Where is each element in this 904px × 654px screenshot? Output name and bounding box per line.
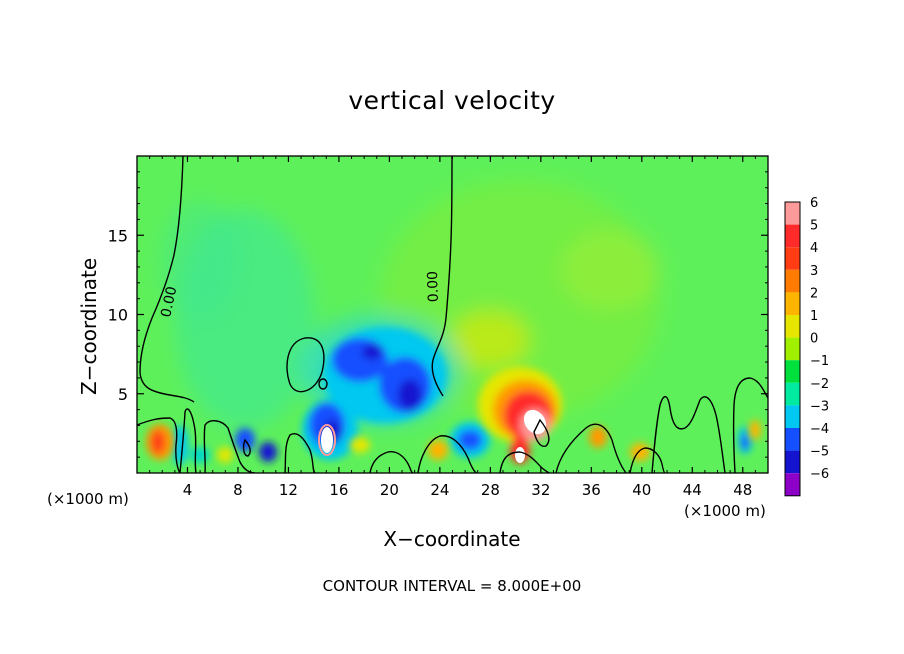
updraft-yellow [350, 437, 370, 453]
x-tick-label: 16 [329, 481, 348, 499]
colorbar-label: 2 [810, 286, 818, 301]
colorbar-label: 4 [810, 241, 818, 256]
colorbar-swatch [785, 269, 800, 293]
colorbar: 6 5 4 3 2 1 0 −1 −2 −3 −4 −5 −6 [784, 196, 829, 497]
downdraft-cyan [190, 447, 210, 463]
downdraft-blue [741, 434, 749, 450]
colorbar-frame [784, 201, 801, 497]
contour-line [417, 435, 477, 473]
contour-line [499, 451, 551, 473]
updraft-yellow [630, 443, 650, 461]
colorbar-swatch [785, 224, 800, 248]
weak-downdraft-region [160, 200, 240, 320]
contour-line [203, 420, 256, 473]
updraft-yellow [428, 440, 448, 460]
colorbar-swatch [785, 382, 800, 406]
colorbar-swatch [785, 247, 800, 270]
contour-line [651, 396, 726, 473]
colorbar-label: −5 [810, 445, 829, 460]
updraft-maximum [523, 409, 547, 435]
updraft-ring [318, 424, 336, 456]
colorbar-label: 6 [810, 196, 818, 211]
contour-line [555, 423, 627, 473]
updraft-halo [450, 310, 530, 370]
updraft-maximum [321, 427, 333, 453]
x-tick-label: 32 [531, 481, 550, 499]
contour-line [286, 337, 325, 393]
downdraft-core [398, 379, 422, 411]
x-tick-label: 36 [582, 481, 601, 499]
x-tick-label: 44 [683, 481, 702, 499]
colorbar-label: −2 [810, 377, 829, 392]
x-axis-unit-left: (×1000 m) [47, 490, 129, 508]
field-maxima [318, 409, 547, 463]
colorbar-swatch [785, 360, 800, 383]
y-tick-label: 5 [118, 385, 128, 404]
colorbar-swatch [785, 292, 800, 315]
chart-title: vertical velocity [348, 86, 556, 115]
updraft-orange [589, 426, 607, 448]
colorbar-label: −1 [810, 354, 829, 369]
colorbar-label: −4 [810, 422, 829, 437]
colorbar-label: −6 [810, 467, 829, 482]
contour-line [284, 433, 316, 473]
colorbar-swatch [785, 337, 800, 361]
contour-label: 0.00 [158, 285, 180, 319]
x-tick-label: 12 [279, 481, 298, 499]
y-tick-label: 15 [108, 226, 128, 245]
x-tick-label: 40 [632, 481, 651, 499]
plot-area: 0.00 0.00 [137, 156, 768, 473]
contour-line [533, 418, 550, 447]
downdraft-cyan [172, 425, 188, 465]
colorbar-label: 3 [810, 264, 818, 279]
zero-contours [137, 156, 768, 473]
colorbar-swatch [785, 202, 800, 225]
colorbar-swatch [785, 405, 800, 428]
x-tick-label: 24 [430, 481, 449, 499]
y-axis: 5 10 15 [108, 171, 768, 458]
colorbar-label: 0 [810, 332, 818, 347]
x-axis-label: X−coordinate [383, 527, 521, 551]
updraft-maximum [515, 447, 525, 463]
contour-line [179, 408, 197, 473]
contour-line [139, 156, 195, 403]
x-axis: 4 8 12 16 20 24 28 32 36 40 44 48 [149, 156, 756, 499]
x-axis-unit-right: (×1000 m) [684, 502, 766, 520]
x-tick-label: 8 [233, 481, 243, 499]
x-tick-label: 20 [380, 481, 399, 499]
downdraft-blue [259, 442, 277, 462]
contour-line [629, 447, 666, 473]
x-tick-label: 48 [733, 481, 752, 499]
contour-line [369, 451, 414, 473]
updraft-red [151, 430, 165, 454]
contour-line [318, 378, 328, 390]
contour-line [431, 156, 453, 397]
colorbar-swatch [785, 450, 800, 474]
x-tick-label: 4 [183, 481, 193, 499]
downdraft-blue [332, 338, 388, 382]
y-tick-label: 10 [108, 306, 128, 325]
contour-interval-note: CONTOUR INTERVAL = 8.000E+00 [322, 577, 582, 595]
colorbar-label: 5 [810, 219, 818, 234]
updraft-yellow [749, 420, 761, 440]
colorbar-label: −3 [810, 399, 829, 414]
downdraft-blue [458, 430, 482, 450]
colorbar-swatch [785, 473, 800, 496]
contour-line [137, 417, 181, 473]
downdraft-core [362, 344, 382, 360]
colorbar-label: 1 [810, 309, 818, 324]
contour-line [732, 377, 768, 473]
weak-updraft-region [560, 230, 660, 310]
y-axis-label: Z−coordinate [77, 257, 101, 395]
x-tick-label: 28 [481, 481, 500, 499]
contour-label: 0.00 [425, 271, 442, 303]
colorbar-swatch [785, 315, 800, 338]
colorbar-swatch [785, 428, 800, 451]
updraft-yellow [217, 447, 233, 463]
contour-line [242, 438, 251, 457]
